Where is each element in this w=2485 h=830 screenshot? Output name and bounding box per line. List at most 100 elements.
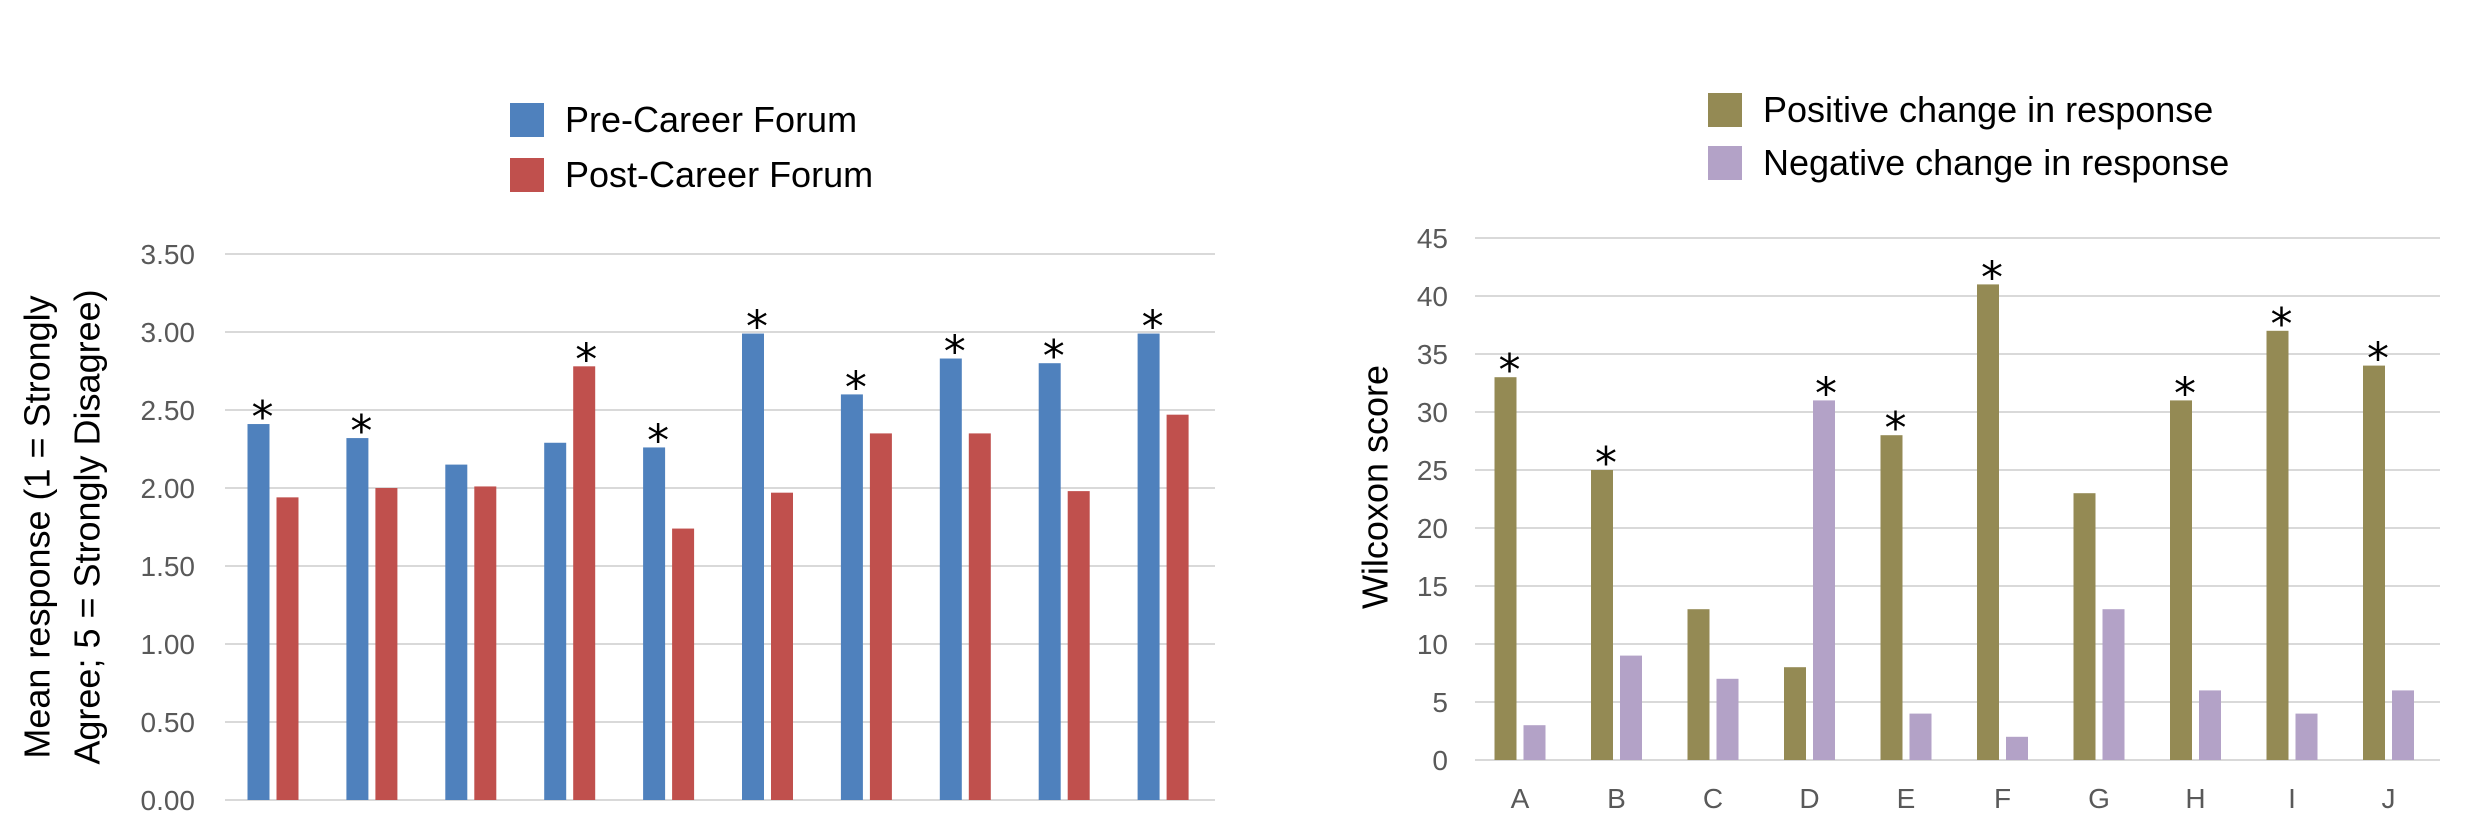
y-axis-title: Mean response (1 = Strongly [17, 295, 58, 758]
significance-star: * [575, 334, 597, 385]
bar-negative-6 [2006, 736, 2028, 760]
bar-negative-10 [2392, 690, 2414, 760]
bar-positive-8 [2170, 400, 2192, 760]
y-tick-label: 1.50 [141, 551, 196, 582]
bar-pre-4 [544, 442, 567, 800]
y-tick-label: 10 [1417, 629, 1448, 660]
chart-2: 0 5 10 15 20 25 30 35 40 45 Wilcoxon score Positive… [1355, 89, 2440, 814]
y-tick-label: 45 [1417, 223, 1448, 254]
legend-swatch-2 [510, 158, 544, 192]
y-tick-label: 5 [1432, 687, 1448, 718]
x-tick-label: G [2088, 783, 2110, 814]
bar-pre-10 [1137, 333, 1160, 800]
bar-negative-4 [1813, 400, 1835, 760]
y-tick-label: 35 [1417, 339, 1448, 370]
bar-positive-6 [1977, 284, 1999, 760]
y-tick-label: 25 [1417, 455, 1448, 486]
bar-pre-1 [247, 424, 270, 800]
bar-positive-5 [1880, 435, 1903, 760]
significance-star: * [845, 362, 867, 413]
x-tick-label: A [1511, 783, 1530, 814]
x-tick-label: I [2288, 783, 2296, 814]
bar-positive-4 [1784, 667, 1806, 760]
significance-star: * [2174, 368, 2196, 419]
bar-negative-1 [1523, 725, 1546, 760]
significance-star: * [2367, 334, 2389, 385]
bar-positive-3 [1687, 609, 1710, 760]
significance-star: * [1885, 403, 1907, 454]
significance-star: * [746, 302, 768, 353]
bar-pre-9 [1038, 363, 1061, 800]
bar-post-3 [474, 486, 497, 800]
y-axis-title: Wilcoxon score [1355, 365, 1396, 609]
bar-negative-5 [1909, 713, 1932, 760]
legend-label-2: Post-Career Forum [565, 154, 873, 195]
bar-positive-1 [1494, 377, 1517, 760]
significance-star: * [1142, 302, 1164, 353]
y-tick-label: 15 [1417, 571, 1448, 602]
y-tick-label: 0 [1432, 745, 1448, 776]
bar-negative-8 [2199, 690, 2221, 760]
bar-pre-5 [643, 447, 666, 800]
significance-star: * [350, 406, 372, 457]
bar-pre-3 [445, 464, 468, 800]
bar-post-7 [869, 433, 892, 800]
significance-star: * [944, 327, 966, 378]
bar-negative-7 [2102, 609, 2125, 760]
bar-negative-2 [1620, 655, 1642, 760]
bar-post-2 [375, 488, 398, 800]
significance-star: * [1981, 252, 2003, 303]
bar-positive-7 [2073, 493, 2096, 760]
y-tick-label: 2.00 [141, 473, 196, 504]
bar-pre-8 [939, 358, 962, 800]
x-tick-label: E [1897, 783, 1916, 814]
bar-pre-6 [742, 333, 764, 800]
legend-swatch-1 [1708, 93, 1742, 127]
y-tick-label: 0.50 [141, 707, 196, 738]
bar-negative-9 [2295, 713, 2318, 760]
significance-star: * [1499, 345, 1521, 396]
bar-pre-2 [346, 438, 369, 800]
significance-star: * [647, 415, 669, 466]
x-tick-label: B [1607, 783, 1626, 814]
bar-post-9 [1067, 491, 1090, 800]
y-tick-label: 2.50 [141, 395, 196, 426]
x-tick-label: F [1994, 783, 2011, 814]
legend-swatch-2 [1708, 146, 1742, 180]
legend-label-1: Positive change in response [1763, 89, 2213, 130]
y-tick-label: 0.00 [141, 785, 196, 816]
bar-post-5 [672, 528, 695, 800]
y-tick-label: 1.00 [141, 629, 196, 660]
legend-label-2: Negative change in response [1763, 142, 2229, 183]
y-tick-label: 3.00 [141, 317, 196, 348]
bar-post-8 [968, 433, 991, 800]
y-tick-label: 3.50 [141, 239, 196, 270]
y-tick-label: 20 [1417, 513, 1448, 544]
legend-swatch-1 [510, 103, 544, 137]
bar-positive-10 [2363, 365, 2385, 760]
bar-post-10 [1166, 414, 1189, 800]
x-tick-label: D [1799, 783, 1819, 814]
bar-positive-9 [2266, 330, 2289, 760]
chart-1: 0.00 0.50 1.00 1.50 2.00 2.50 3.00 3.50 Mean res… [17, 99, 1215, 816]
bar-post-4 [573, 366, 596, 800]
significance-star: * [252, 392, 274, 443]
significance-star: * [2271, 299, 2293, 350]
significance-star: * [1815, 368, 1837, 419]
significance-star: * [1043, 331, 1065, 382]
y-tick-label: 40 [1417, 281, 1448, 312]
legend-label-1: Pre-Career Forum [565, 99, 857, 140]
y-axis-title: Agree; 5 = Strongly Disagree) [67, 289, 108, 764]
bar-pre-7 [840, 394, 863, 800]
bar-post-1 [276, 497, 299, 800]
bar-positive-2 [1591, 470, 1613, 760]
significance-star: * [1595, 438, 1617, 489]
x-tick-label: H [2185, 783, 2205, 814]
x-tick-label: C [1703, 783, 1723, 814]
bar-negative-3 [1716, 678, 1739, 760]
y-tick-label: 30 [1417, 397, 1448, 428]
x-tick-label: J [2382, 783, 2396, 814]
bar-post-6 [771, 492, 793, 800]
